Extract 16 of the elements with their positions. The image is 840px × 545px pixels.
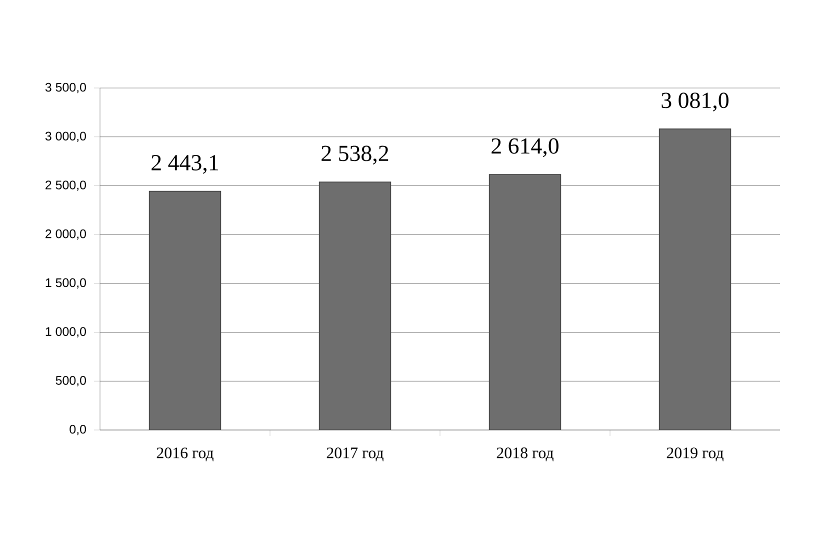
data-label: 2 443,1 [152,155,218,174]
y-tick-label: 500,0 [56,376,86,386]
y-tick-label: 2 000,0 [46,229,86,240]
y-tick-label: 3 000,0 [45,132,86,142]
y-tick-label: 1 000,0 [46,327,86,338]
y-tick-label: 2 500,0 [46,180,86,191]
y-tick-label: 1 500,0 [46,278,86,289]
data-label: 2 614,0 [492,138,558,158]
x-tick-label: 2019 год [666,448,724,462]
y-tick-label: 3 500,0 [45,82,86,94]
x-tick-label: 2016 год [156,448,214,462]
y-tick-label: 0,0 [70,424,86,436]
data-label: 3 081,0 [662,92,728,112]
data-label: 2 538,2 [322,146,388,164]
x-tick-label: 2017 год [326,448,384,462]
x-tick-label: 2018 год [496,448,554,462]
